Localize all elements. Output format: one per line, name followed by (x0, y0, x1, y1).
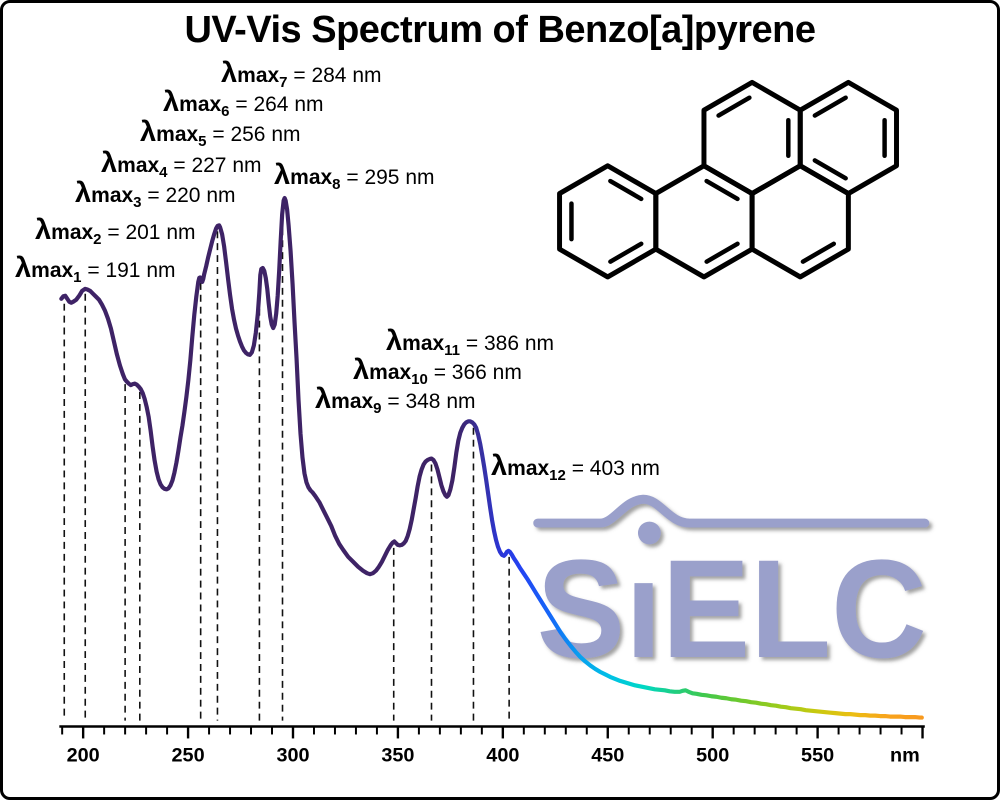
peak-label-1: λmax1 = 191 nm (15, 252, 176, 286)
x-axis-tick-label: 300 (276, 744, 309, 766)
double-bond (608, 241, 644, 264)
x-axis-tick-label: 350 (381, 744, 414, 766)
benzene-ring-E (557, 163, 659, 280)
peak-label-12: λmax12 = 403 nm (491, 450, 660, 484)
peak-label-7: λmax7 = 284 nm (221, 57, 382, 91)
logo-text: SıELC (537, 530, 927, 687)
chart-title: UV-Vis Spectrum of Benzo[a]pyrene (184, 9, 816, 51)
double-bond (812, 95, 848, 118)
double-bond (704, 241, 740, 264)
spectrum-plot: SıELC 200 250 300 350 400 450 500 550 nm (59, 79, 930, 766)
peak-label-11: λmax11 = 386 nm (386, 325, 555, 359)
double-bond (800, 241, 837, 264)
x-axis-tick-label: 550 (801, 744, 834, 766)
benzene-ring-D (749, 163, 851, 280)
peak-label-2: λmax2 = 201 nm (35, 214, 196, 248)
peak-label-3: λmax3 = 220 nm (75, 177, 236, 211)
peak-label-6: λmax6 = 264 nm (163, 86, 324, 120)
double-bond (704, 178, 740, 202)
spectrum-curve (59, 195, 924, 720)
peak-label-5: λmax5 = 256 nm (140, 116, 301, 150)
peak-label-8: λmax8 = 295 nm (274, 159, 435, 193)
peak-label-9: λmax9 = 348 nm (315, 383, 476, 417)
peak-dash-lines (63, 204, 510, 721)
x-axis-tick-label: 200 (67, 744, 100, 766)
x-axis-tick-label: 400 (486, 744, 519, 766)
x-axis-unit-label: nm (890, 744, 920, 766)
benzene-ring-C (653, 163, 755, 280)
peak-label-4: λmax4 = 227 nm (101, 147, 262, 181)
benzoapyrene-structure (557, 79, 899, 280)
double-bond (812, 158, 848, 181)
x-axis: 200 250 300 350 400 450 500 550 nm (59, 725, 925, 766)
x-axis-tick-label: 450 (591, 744, 624, 766)
peak-label-10: λmax10 = 366 nm (353, 354, 522, 388)
logo-chromatogram-line-icon (533, 494, 930, 528)
logo-dot-icon (637, 521, 661, 545)
double-bond (608, 178, 644, 202)
double-bond (716, 95, 752, 118)
x-axis-tick-label: 500 (696, 744, 729, 766)
x-axis-tick-label: 250 (172, 744, 205, 766)
sielc-logo: SıELC (533, 494, 930, 687)
